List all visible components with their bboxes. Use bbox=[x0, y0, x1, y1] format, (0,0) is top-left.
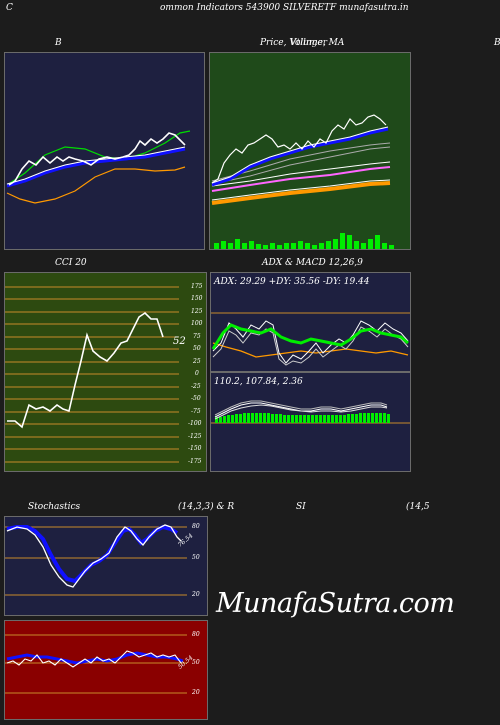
ma-white-line bbox=[211, 161, 391, 187]
rsi-tick-80: 80 bbox=[192, 631, 200, 638]
cci-tick: 25 bbox=[193, 358, 201, 365]
cci-grid bbox=[5, 286, 179, 463]
cci-title: CCI 20 bbox=[55, 258, 87, 268]
cci-tick: 150 bbox=[191, 295, 203, 302]
rsi-params: (14,5 bbox=[406, 502, 430, 512]
macd-histogram bbox=[215, 413, 390, 423]
cci-tick: -75 bbox=[191, 408, 201, 415]
adx-panel: ADX: 29.29 +DY: 35.56 -DY: 19.44 bbox=[210, 272, 411, 372]
cci-tick: -25 bbox=[191, 383, 201, 390]
adx-title: ADX & MACD 12,26,9 bbox=[262, 258, 363, 268]
ma-orange-line bbox=[211, 181, 391, 205]
bollinger-price-line bbox=[8, 132, 186, 186]
price-panel bbox=[209, 52, 411, 250]
ma-blue-line bbox=[211, 127, 389, 187]
bollinger-middle-band bbox=[6, 147, 186, 188]
right-edge-title: B bbox=[494, 38, 500, 48]
cci-panel: 52 175 150 125 100 75 50 25 0 -25 -50 -7… bbox=[4, 272, 207, 472]
stoch-tick-20: 20 bbox=[192, 591, 200, 598]
ma-gray-line-2 bbox=[211, 142, 391, 182]
cci-tick: -150 bbox=[188, 445, 202, 452]
stoch-tick-80: 80 bbox=[192, 523, 200, 530]
di-minus-line bbox=[212, 326, 409, 366]
stochastics-panel: 80 50 20 76.54 bbox=[4, 516, 208, 616]
stoch-params: (14,3,3) & R bbox=[178, 502, 235, 512]
cci-tick: 50 bbox=[193, 345, 201, 352]
bollinger-title: B bbox=[55, 38, 62, 48]
price-line bbox=[211, 114, 387, 184]
cci-tick: 125 bbox=[191, 308, 203, 315]
stoch-k-line bbox=[6, 524, 182, 588]
macd-signal-line bbox=[214, 404, 388, 420]
rsi-line bbox=[6, 650, 182, 668]
bollinger-middle-band-outline bbox=[6, 146, 186, 185]
stoch-tick-50: 50 bbox=[192, 554, 200, 561]
rsi-panel: 80 50 20 50.54 bbox=[4, 620, 208, 720]
cci-tick: -50 bbox=[191, 395, 201, 402]
price-title: Price, Volume, MA bbox=[260, 38, 345, 48]
adx-green-line bbox=[211, 323, 409, 350]
cci-tick: -175 bbox=[188, 458, 202, 465]
ma-orange-outline bbox=[211, 179, 391, 201]
macd-panel: 110.2, 107.84, 2.36 bbox=[210, 372, 411, 472]
price-title-overlay: Vtllnger bbox=[290, 38, 328, 48]
page-title: ommon Indicators 543900 SILVERETF munafa… bbox=[160, 3, 409, 13]
rsi-tick-20: 20 bbox=[192, 689, 200, 696]
cci-tick: 75 bbox=[193, 333, 201, 340]
volume-bars bbox=[214, 233, 394, 249]
cci-tick: -125 bbox=[188, 433, 202, 440]
stoch-title: Stochastics bbox=[28, 502, 81, 512]
watermark: MunafaSutra.com bbox=[216, 588, 455, 619]
cci-tick: -100 bbox=[188, 420, 202, 427]
ma-blue-outline bbox=[211, 126, 389, 184]
cci-tick: 100 bbox=[191, 320, 203, 327]
adx-readout: ADX: 29.29 +DY: 35.56 -DY: 19.44 bbox=[214, 277, 370, 287]
cci-line bbox=[7, 311, 164, 429]
macd-aux-line bbox=[214, 400, 388, 416]
bollinger-lower-band bbox=[6, 166, 186, 204]
header-left-label: C bbox=[6, 3, 13, 13]
cci-value-label: 52 bbox=[173, 336, 186, 347]
cci-tick: 0 bbox=[195, 370, 199, 377]
ma-gray-line-1 bbox=[211, 146, 391, 185]
bollinger-panel bbox=[4, 52, 205, 250]
macd-readout: 110.2, 107.84, 2.36 bbox=[214, 377, 303, 387]
rsi-tick-50: 50 bbox=[192, 659, 200, 666]
cci-tick: 175 bbox=[191, 283, 203, 290]
ma-pink-line bbox=[211, 166, 391, 192]
rsi-title: SI bbox=[296, 502, 306, 512]
